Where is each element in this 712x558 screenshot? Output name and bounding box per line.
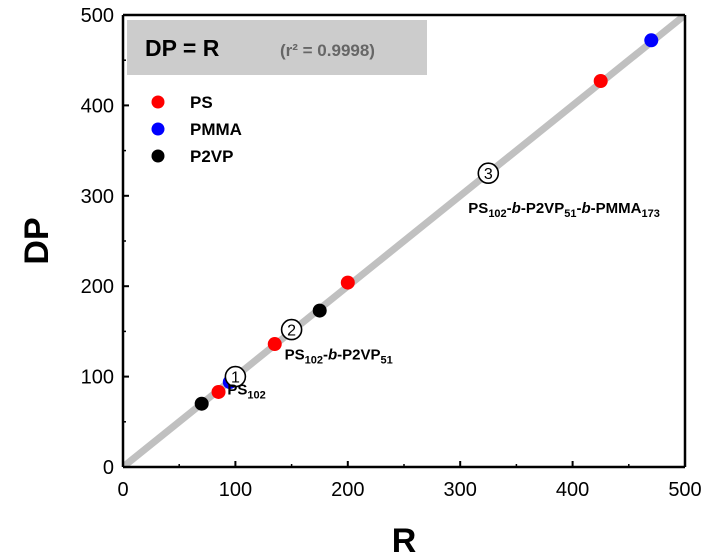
annotation-label-part: -PMMA (591, 200, 642, 217)
x-tick-label: 100 (219, 479, 252, 501)
equation-text: DP = R (145, 35, 220, 61)
y-tick-label: 100 (81, 367, 114, 389)
annotation-label-part: 51 (381, 355, 393, 367)
annotation-label-2: PS102-b-P2VP51 (285, 347, 393, 367)
annotation-label-part: -P2VP (521, 200, 564, 217)
annotation-label-part: 173 (641, 208, 659, 220)
y-axis-title: DP (18, 217, 56, 264)
annotation-label-part: 102 (247, 390, 265, 402)
data-point-ps (267, 337, 282, 352)
annotation-marker-2 (280, 318, 303, 341)
annotation-label-part: PS (468, 200, 488, 217)
annotation-label-part: - (507, 200, 512, 217)
x-axis-title: R (392, 522, 417, 558)
legend-marker-pmma (151, 122, 165, 136)
y-tick-label: 300 (81, 186, 114, 208)
annotation-label-part: 102 (488, 208, 506, 220)
legend-label-p2vp: P2VP (190, 147, 233, 166)
annotation-label-3: PS102-b-P2VP51-b-PMMA173 (468, 200, 660, 220)
data-point-ps (593, 73, 608, 88)
annotation-number-1: 1 (231, 370, 240, 387)
legend-marker-ps (151, 95, 165, 109)
data-point-ps (211, 384, 226, 399)
y-tick-label: 0 (103, 457, 114, 479)
annotation-label-part: - (323, 347, 328, 364)
x-tick-label: 500 (668, 479, 701, 501)
data-point-pmma (644, 33, 659, 48)
annotation-label-part: b (328, 347, 337, 364)
y-tick-label: 500 (81, 5, 114, 27)
annotation-label-part: PS (285, 347, 305, 364)
annotation-number-2: 2 (287, 323, 296, 340)
annotation-label-part: -P2VP (337, 347, 380, 364)
legend-label-pmma: PMMA (190, 120, 242, 139)
x-tick-label: 400 (556, 479, 589, 501)
equation-box (127, 20, 427, 75)
legend-label-ps: PS (190, 93, 213, 112)
data-point-p2vp (194, 396, 209, 411)
annotation-label-part: PS (227, 382, 247, 399)
y-tick-label: 400 (81, 95, 114, 117)
legend-marker-p2vp (151, 149, 165, 163)
annotation-marker-3 (477, 162, 500, 184)
data-point-ps (340, 275, 355, 290)
x-tick-label: 300 (444, 479, 477, 501)
annotation-label-part: b (512, 200, 521, 217)
annotation-number-3: 3 (484, 166, 493, 183)
annotation-label-1: PS102 (227, 382, 265, 402)
y-tick-label: 200 (81, 276, 114, 298)
annotation-label-part: 102 (305, 355, 323, 367)
data-point-p2vp (312, 303, 327, 318)
annotation-label-part: 51 (564, 208, 576, 220)
r-squared-text: (r² = 0.9998) (280, 41, 375, 60)
x-tick-label: 200 (331, 479, 364, 501)
x-tick-label: 0 (117, 479, 128, 501)
annotation-label-part: b (581, 200, 590, 217)
annotation-marker-1 (224, 365, 247, 388)
annotation-label-part: - (576, 200, 581, 217)
